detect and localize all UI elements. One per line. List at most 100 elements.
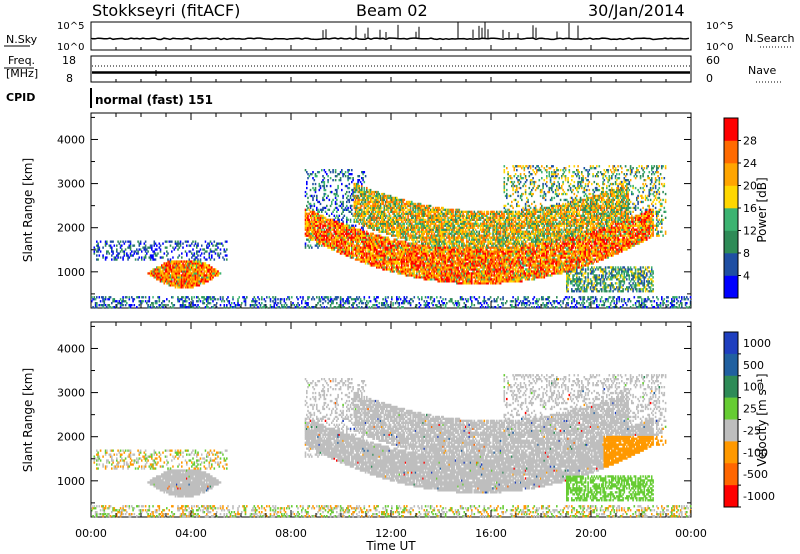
power-cell (191, 256, 193, 258)
power-cell (309, 241, 311, 243)
power-cell (145, 296, 147, 298)
power-cell (170, 264, 172, 266)
power-cell (152, 254, 154, 256)
power-cell (182, 243, 184, 245)
power-cell (102, 256, 104, 258)
power-cell (197, 254, 199, 256)
power-cell (357, 256, 359, 258)
power-cell (340, 177, 342, 179)
power-cell (322, 215, 324, 217)
noise-tick-left-top: 10^5 (57, 21, 84, 32)
power-cell (200, 258, 202, 260)
power-cell (354, 227, 356, 229)
power-cell (284, 304, 286, 306)
power-cell (446, 215, 448, 217)
power-cell (416, 233, 418, 235)
power-cell (154, 245, 156, 247)
power-cell (360, 243, 362, 245)
power-cell (415, 229, 417, 231)
power-cell (441, 207, 443, 209)
power-cell (416, 250, 418, 252)
power-cell (417, 225, 419, 227)
power-cell (351, 173, 353, 175)
power-cell (207, 280, 209, 282)
power-cell (416, 254, 418, 256)
power-cell (426, 306, 428, 308)
power-cell (361, 187, 363, 189)
power-cell (332, 169, 334, 171)
power-cell (150, 306, 152, 308)
power-cell (217, 298, 219, 300)
power-cell (185, 298, 187, 300)
power-cell (347, 171, 349, 173)
power-cell (226, 241, 228, 243)
power-cell (349, 306, 351, 308)
power-cell (305, 211, 307, 213)
power-cell (201, 270, 203, 272)
power-cell (311, 173, 313, 175)
power-cell (324, 306, 326, 308)
power-cell (141, 296, 143, 298)
power-cell (439, 256, 441, 258)
power-cell (327, 179, 329, 181)
power-cell (187, 241, 189, 243)
power-cell (296, 304, 298, 306)
power-cell (122, 241, 124, 243)
power-cell (360, 298, 362, 300)
power-cell (292, 302, 294, 304)
power-cell (400, 298, 402, 300)
power-cell (439, 252, 441, 254)
power-cell (220, 272, 222, 274)
power-cell (136, 248, 138, 250)
power-cell (340, 201, 342, 203)
power-cell (185, 272, 187, 274)
power-cell (157, 270, 159, 272)
power-cell (140, 241, 142, 243)
power-cell (362, 177, 364, 179)
power-cell (327, 175, 329, 177)
power-heatmap (91, 165, 691, 308)
power-cell (335, 201, 337, 203)
power-cell (404, 227, 406, 229)
power-cell (276, 304, 278, 306)
power-cell (359, 185, 361, 187)
power-cell (114, 245, 116, 247)
power-cell (275, 298, 277, 300)
power-cell (137, 250, 139, 252)
power-cell (395, 223, 397, 225)
power-cell (185, 268, 187, 270)
power-cell (397, 306, 399, 308)
power-cell (192, 241, 194, 243)
power-cell (289, 296, 291, 298)
power-cell (330, 177, 332, 179)
power-cell (430, 205, 432, 207)
power-cell (222, 296, 224, 298)
power-cell (172, 296, 174, 298)
power-cell (197, 296, 199, 298)
power-cell (172, 260, 174, 262)
power-cell (455, 217, 457, 219)
power-cell (407, 266, 409, 268)
power-cell (306, 193, 308, 195)
power-cell (345, 171, 347, 173)
power-cell (136, 306, 138, 308)
power-cell (309, 306, 311, 308)
power-cell (110, 296, 112, 298)
power-cell (441, 258, 443, 260)
power-cell (407, 264, 409, 266)
power-cell (141, 256, 143, 258)
power-cell (330, 304, 332, 306)
power-cell (197, 300, 199, 302)
power-cell (116, 245, 118, 247)
power-cell (234, 302, 236, 304)
power-cell (112, 250, 114, 252)
power-cell (360, 217, 362, 219)
power-cell (340, 205, 342, 207)
power-cell (312, 183, 314, 185)
power-cell (320, 227, 322, 229)
power-cell (324, 187, 326, 189)
power-cell (306, 205, 308, 207)
power-cell (315, 173, 317, 175)
power-cell (197, 258, 199, 260)
